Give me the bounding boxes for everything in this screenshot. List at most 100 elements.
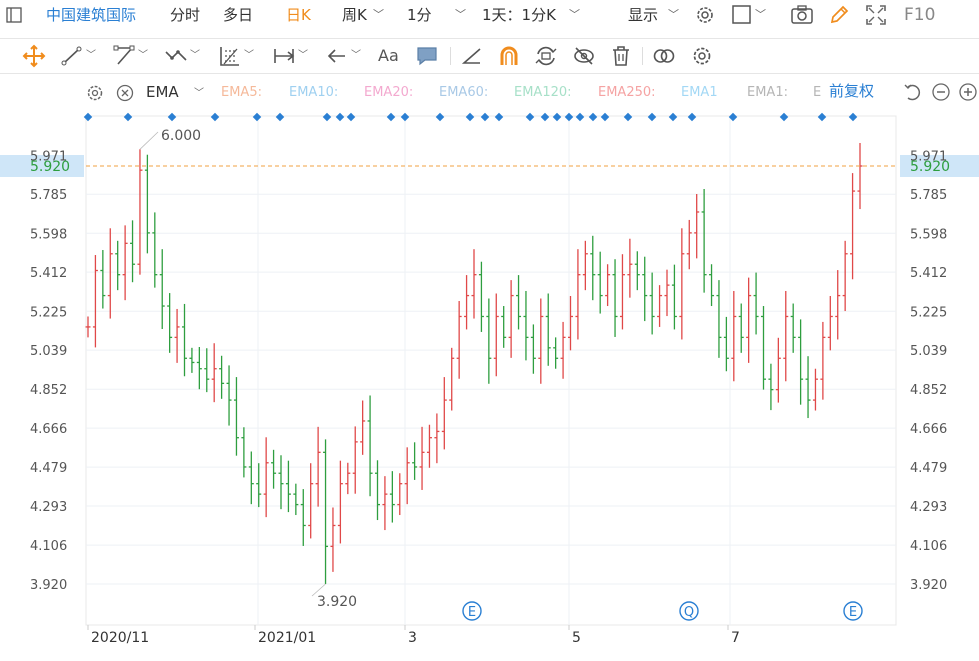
y-tick-partial-right: 5.971 (910, 149, 947, 164)
low-leader-line (311, 583, 326, 597)
event-dot (540, 112, 550, 122)
chevron-down-icon[interactable]: ﹀ (86, 50, 96, 61)
event-dot (494, 112, 504, 122)
event-dot (687, 112, 697, 122)
angle-tool-icon[interactable] (460, 44, 484, 68)
ema5-label: EMA5: (221, 85, 262, 100)
stock-symbol[interactable]: 中国建筑国际 (46, 6, 137, 24)
event-dot (564, 112, 574, 122)
price-adjust-select[interactable]: 前复权 (829, 82, 875, 100)
range-select[interactable]: 1天：1分K (482, 6, 556, 24)
indicator-settings-gear-icon[interactable] (85, 83, 105, 103)
event-marker-e[interactable]: E (843, 601, 863, 621)
chevron-down-icon[interactable]: ﹀ (755, 8, 766, 21)
event-dot (386, 112, 396, 122)
event-dot (465, 112, 475, 122)
tab-daily-k[interactable]: 日K (286, 6, 311, 24)
chevron-down-icon[interactable]: ﹀ (190, 50, 200, 61)
layout-square-icon[interactable] (731, 4, 753, 26)
chevron-down-icon[interactable]: ﹀ (569, 8, 580, 21)
display-menu[interactable]: 显示 (628, 6, 659, 24)
camera-icon[interactable] (790, 4, 814, 26)
chevron-down-icon[interactable]: ﹀ (194, 88, 204, 99)
ohlc-bars (85, 143, 863, 584)
ema120-label: EMA120: (514, 85, 572, 100)
sidebar-toggle-icon[interactable] (6, 7, 22, 29)
tab-multiday[interactable]: 多日 (223, 6, 254, 24)
top-toolbar: 中国建筑国际 分时 多日 日K 周K ﹀ 1分 ﹀ 1天：1分K ﹀ 显示 ﹀ … (0, 0, 979, 30)
y-tick-label: 4.666 (30, 422, 67, 437)
x-tick-label: 2021/01 (258, 630, 316, 646)
event-dot (817, 112, 827, 122)
chevron-down-icon[interactable]: ﹀ (455, 8, 466, 21)
ema60-label: EMA60: (439, 85, 489, 100)
event-marker-circle (679, 601, 699, 621)
event-dot (210, 112, 220, 122)
ema-extra-label: EMA1 (681, 85, 718, 100)
x-axis: 2020/11 2021/01 3 5 7 (87, 625, 740, 646)
y-tick-label: 4.106 (30, 539, 67, 554)
chevron-down-icon[interactable]: ﹀ (138, 50, 148, 61)
event-marker-q[interactable]: Q (679, 601, 699, 621)
y-axis-right: 5.785 5.598 5.412 5.225 5.039 4.852 4.666 4.479… (910, 188, 947, 593)
tab-weekly-k[interactable]: 周K (342, 6, 367, 24)
interval-select[interactable]: 1分 (407, 6, 432, 24)
close-indicator-icon[interactable] (115, 83, 135, 103)
wave-tool-icon[interactable] (164, 44, 188, 68)
move-crosshair-icon[interactable] (22, 44, 46, 68)
y-tick-label: 5.225 (30, 305, 67, 320)
event-dot (552, 112, 562, 122)
chevron-down-icon[interactable]: ﹀ (373, 8, 384, 21)
event-dot (167, 112, 177, 122)
fullscreen-icon[interactable] (865, 4, 887, 26)
indicator-name[interactable]: EMA (146, 83, 179, 101)
polyline-tool-icon[interactable] (112, 44, 136, 68)
chevron-down-icon[interactable]: ﹀ (351, 50, 361, 61)
fibonacci-tool-icon[interactable] (218, 44, 242, 68)
chart-settings-gear-icon[interactable] (690, 44, 714, 68)
candlestick-chart-svg[interactable]: 5.920 5.920 5.785 5.598 5.412 5.225 5.039 4.8… (0, 106, 979, 657)
y-tick-label: 5.785 (30, 188, 67, 203)
event-marker-e[interactable]: E (462, 601, 482, 621)
event-dot (779, 112, 789, 122)
chevron-down-icon[interactable]: ﹀ (244, 50, 254, 61)
sync-icon[interactable] (534, 44, 558, 68)
drawing-toolbar: ﹀ ﹀ ﹀ ﹀ ﹀ ﹀ Aa (0, 38, 979, 74)
y-tick-label: 5.598 (910, 227, 947, 242)
high-low-annotations: 6.000 3.920 (139, 128, 357, 610)
current-price-right-tag (900, 155, 979, 177)
compare-icon[interactable] (652, 44, 676, 68)
y-tick-label: 5.598 (30, 227, 67, 242)
x-tick-label: 2020/11 (91, 630, 149, 646)
tab-intraday[interactable]: 分时 (170, 6, 201, 24)
event-dot (588, 112, 598, 122)
chevron-down-icon[interactable]: ﹀ (668, 8, 679, 21)
x-tick-label: 7 (731, 630, 740, 646)
chevron-down-icon[interactable]: ﹀ (298, 50, 308, 61)
zoom-in-icon[interactable] (958, 82, 978, 102)
event-dot (480, 112, 490, 122)
arrow-left-icon[interactable] (325, 44, 349, 68)
price-chart[interactable]: 5.920 5.920 5.785 5.598 5.412 5.225 5.039 4.8… (0, 106, 979, 657)
hide-eye-icon[interactable] (572, 44, 596, 68)
event-dot (668, 112, 678, 122)
undo-icon[interactable] (902, 82, 922, 102)
ema250-label: EMA250: (598, 85, 656, 100)
comment-icon[interactable] (415, 44, 439, 68)
line-tool-icon[interactable] (60, 44, 84, 68)
text-tool-icon[interactable]: Aa (378, 46, 399, 65)
trash-icon[interactable] (609, 44, 633, 68)
y-tick-label: 5.412 (30, 266, 67, 281)
y-tick-label: 4.106 (910, 539, 947, 554)
settings-gear-icon[interactable] (694, 4, 716, 26)
event-dot (275, 112, 285, 122)
magnet-icon[interactable] (497, 44, 521, 68)
y-tick-label: 4.666 (910, 422, 947, 437)
pencil-icon[interactable] (828, 4, 850, 26)
y-tick-label: 4.852 (30, 383, 67, 398)
range-measure-icon[interactable] (272, 44, 296, 68)
event-dot (252, 112, 262, 122)
zoom-out-icon[interactable] (931, 82, 951, 102)
f10-button[interactable]: F10 (904, 5, 936, 25)
